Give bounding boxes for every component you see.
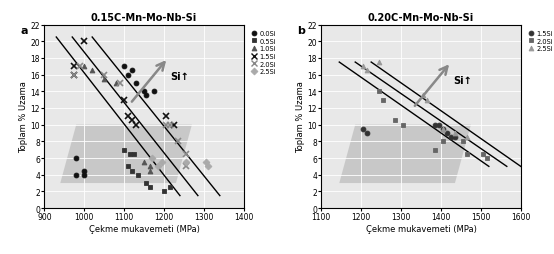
Text: b: b <box>297 25 305 35</box>
Title: 0.15C-Mn-Mo-Nb-Si: 0.15C-Mn-Mo-Nb-Si <box>91 13 197 23</box>
X-axis label: Çekme mukavemeti (MPa): Çekme mukavemeti (MPa) <box>366 224 476 233</box>
X-axis label: Çekme mukavemeti (MPa): Çekme mukavemeti (MPa) <box>89 224 199 233</box>
Y-axis label: Toplam % Uzama: Toplam % Uzama <box>296 81 305 153</box>
Polygon shape <box>60 125 192 183</box>
Text: Si↑: Si↑ <box>170 71 189 82</box>
Legend: 0.0Si, 0.5Si, 1.0Si, 1.5Si, 2.0Si, 2.5Si: 0.0Si, 0.5Si, 1.0Si, 1.5Si, 2.0Si, 2.5Si <box>249 29 278 77</box>
Text: a: a <box>20 25 28 35</box>
Text: Si↑: Si↑ <box>453 76 471 86</box>
Title: 0.20C-Mn-Mo-Nb-Si: 0.20C-Mn-Mo-Nb-Si <box>368 13 474 23</box>
Polygon shape <box>339 125 471 183</box>
Y-axis label: Toplam % Uzama: Toplam % Uzama <box>19 81 28 153</box>
Legend: 1.5Si, 2.0Si, 2.5Si: 1.5Si, 2.0Si, 2.5Si <box>526 29 554 54</box>
